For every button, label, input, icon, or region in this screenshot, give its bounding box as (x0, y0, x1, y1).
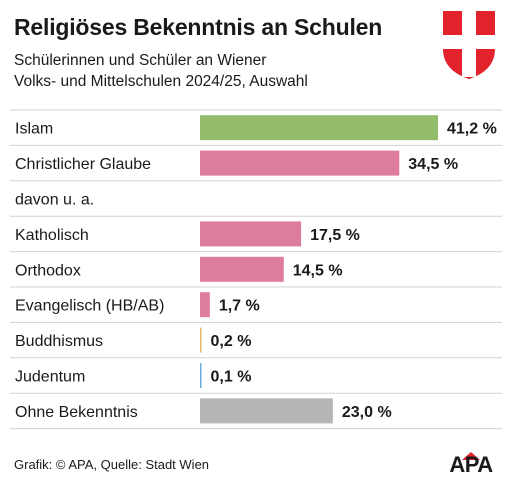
category-label: Judentum (15, 369, 85, 386)
category-label: davon u. a. (15, 192, 94, 209)
chart-subtitle: Schülerinnen und Schüler an Wiener Volks… (14, 50, 414, 92)
bar (200, 150, 400, 176)
category-label: Buddhismus (15, 333, 103, 350)
chart-title: Religiöses Bekenntnis an Schulen (14, 14, 383, 40)
vienna-crest-icon (443, 11, 495, 79)
value-label: 0,2 % (211, 333, 252, 350)
bar (200, 256, 284, 282)
bar (200, 327, 202, 353)
subtitle-line-1: Schülerinnen und Schüler an Wiener (14, 52, 267, 69)
bar (200, 292, 210, 318)
crest-cross-vertical (462, 11, 476, 77)
category-label: Evangelisch (HB/AB) (15, 298, 164, 315)
bar (200, 363, 202, 388)
apa-logo: APA (442, 452, 500, 478)
category-label: Katholisch (15, 227, 89, 244)
bar (200, 398, 333, 424)
value-label: 0,1 % (211, 369, 252, 386)
value-label: 41,2 % (447, 121, 497, 138)
category-label: Christlicher Glaube (15, 156, 151, 173)
subtitle-line-2: Volks- und Mittelschulen 2024/25, Auswah… (14, 73, 308, 90)
value-label: 23,0 % (342, 404, 392, 421)
bar (200, 221, 302, 247)
category-label: Ohne Bekenntnis (15, 404, 138, 421)
apa-logo-text: APA (449, 452, 493, 477)
apa-logo-triangle-icon (462, 452, 480, 460)
value-label: 14,5 % (293, 262, 343, 279)
value-label: 34,5 % (408, 156, 458, 173)
value-label: 17,5 % (310, 227, 360, 244)
source-note: Grafik: © APA, Quelle: Stadt Wien (14, 457, 210, 472)
category-label: Orthodox (15, 262, 81, 279)
bar (200, 115, 438, 141)
value-label: 1,7 % (219, 298, 260, 315)
category-label: Islam (15, 121, 53, 138)
